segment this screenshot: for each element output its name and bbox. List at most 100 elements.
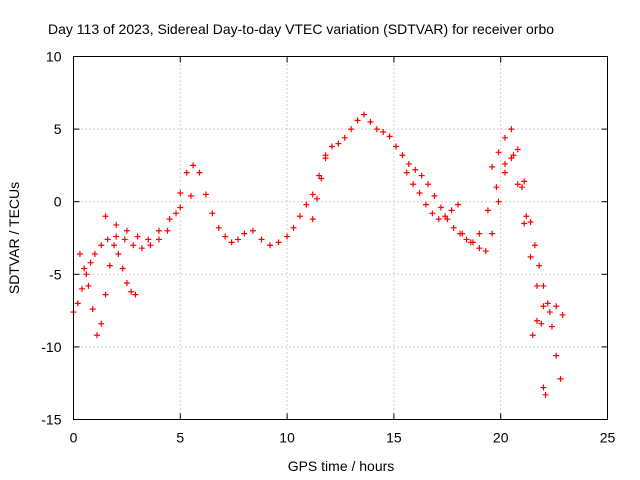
data-point bbox=[166, 216, 173, 223]
data-point bbox=[187, 192, 194, 199]
series-trace-d bbox=[309, 155, 329, 223]
x-tick-label: 0 bbox=[70, 430, 78, 446]
data-point bbox=[318, 175, 325, 182]
data-point bbox=[459, 230, 466, 237]
series-trace-c bbox=[102, 192, 194, 243]
data-point bbox=[544, 300, 551, 307]
x-tick-label: 10 bbox=[279, 430, 295, 446]
data-point bbox=[106, 262, 113, 269]
data-point bbox=[467, 239, 474, 246]
data-point bbox=[123, 227, 130, 234]
data-point bbox=[527, 253, 534, 260]
data-point bbox=[450, 224, 457, 231]
data-point bbox=[354, 117, 361, 124]
data-point bbox=[386, 133, 393, 140]
data-point bbox=[431, 192, 438, 199]
data-point bbox=[98, 320, 105, 327]
data-point bbox=[501, 169, 508, 176]
data-point bbox=[510, 152, 517, 159]
data-point bbox=[476, 230, 483, 237]
data-point bbox=[177, 189, 184, 196]
data-point bbox=[546, 309, 553, 316]
data-point bbox=[147, 242, 154, 249]
data-point bbox=[190, 162, 197, 169]
data-point bbox=[309, 191, 316, 198]
data-point bbox=[508, 126, 515, 133]
data-point bbox=[76, 250, 83, 257]
data-point bbox=[249, 227, 256, 234]
data-point bbox=[234, 236, 241, 243]
data-point bbox=[177, 204, 184, 211]
data-point bbox=[393, 143, 400, 150]
data-point bbox=[422, 201, 429, 208]
data-point bbox=[442, 213, 449, 220]
data-point bbox=[81, 265, 88, 272]
data-point bbox=[521, 178, 528, 185]
data-point bbox=[484, 207, 491, 214]
series-trace-a bbox=[70, 111, 566, 318]
series-trace-h bbox=[529, 317, 545, 339]
data-point bbox=[128, 288, 135, 295]
data-point bbox=[196, 169, 203, 176]
data-point bbox=[448, 207, 455, 214]
data-point bbox=[519, 184, 526, 191]
data-point bbox=[495, 198, 502, 205]
y-tick-label: -5 bbox=[49, 266, 62, 282]
plot-frame bbox=[73, 56, 608, 420]
data-point bbox=[202, 191, 209, 198]
data-point bbox=[540, 384, 547, 391]
data-point bbox=[145, 236, 152, 243]
data-point bbox=[134, 233, 141, 240]
data-point bbox=[241, 230, 248, 237]
data-point bbox=[113, 233, 120, 240]
x-tick-label: 20 bbox=[493, 430, 509, 446]
data-point bbox=[553, 352, 560, 359]
data-point bbox=[501, 134, 508, 141]
data-layer bbox=[70, 111, 566, 398]
data-point bbox=[373, 126, 380, 133]
data-point bbox=[429, 210, 436, 217]
data-point bbox=[267, 242, 274, 249]
data-point bbox=[322, 155, 329, 162]
data-point bbox=[476, 245, 483, 252]
data-point bbox=[557, 375, 564, 382]
data-point bbox=[412, 166, 419, 173]
data-point bbox=[348, 126, 355, 133]
data-point bbox=[489, 230, 496, 237]
data-point bbox=[309, 216, 316, 223]
data-point bbox=[538, 320, 545, 327]
data-point bbox=[284, 233, 291, 240]
data-point bbox=[74, 300, 81, 307]
data-point bbox=[138, 245, 145, 252]
data-point bbox=[514, 146, 521, 153]
data-point bbox=[115, 250, 122, 257]
data-point bbox=[418, 172, 425, 179]
data-point bbox=[104, 236, 111, 243]
data-point bbox=[275, 239, 282, 246]
x-tick-label: 25 bbox=[600, 430, 616, 446]
series-trace-f bbox=[459, 152, 530, 246]
data-point bbox=[89, 306, 96, 313]
x-tick-label: 15 bbox=[386, 430, 402, 446]
data-point bbox=[482, 248, 489, 255]
data-point bbox=[303, 201, 310, 208]
data-point bbox=[540, 303, 547, 310]
data-point bbox=[130, 242, 137, 249]
data-point bbox=[155, 227, 162, 234]
data-point bbox=[119, 265, 126, 272]
data-point bbox=[523, 213, 530, 220]
data-point bbox=[410, 181, 417, 188]
data-point bbox=[83, 271, 90, 278]
data-point bbox=[454, 201, 461, 208]
data-point bbox=[222, 233, 229, 240]
x-tick-label: 5 bbox=[176, 430, 184, 446]
data-point bbox=[540, 282, 547, 289]
data-point bbox=[534, 317, 541, 324]
data-point bbox=[495, 149, 502, 156]
data-point bbox=[155, 236, 162, 243]
tick-layer: 0 5 10 15 20 25 -15 -10 -5 0 5 10 bbox=[41, 49, 615, 446]
data-point bbox=[437, 204, 444, 211]
data-point bbox=[548, 323, 555, 330]
data-point bbox=[111, 242, 118, 249]
data-point bbox=[209, 210, 216, 217]
